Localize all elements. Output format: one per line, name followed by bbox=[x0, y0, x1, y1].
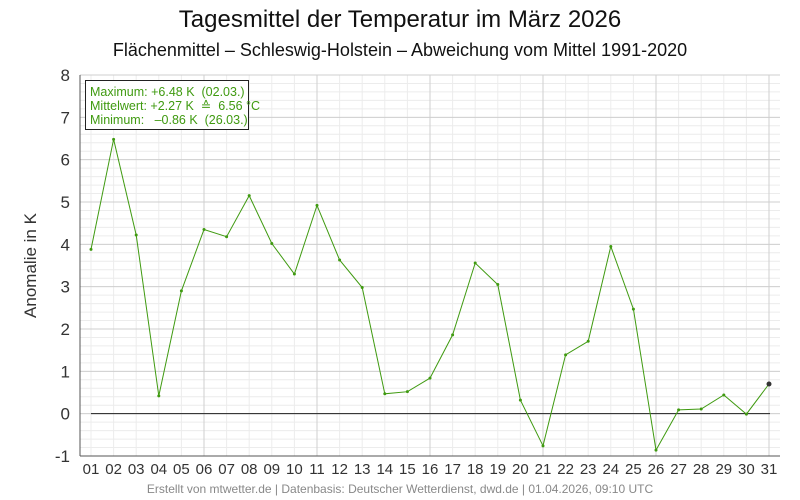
data-point bbox=[360, 286, 364, 290]
y-tick-label: 7 bbox=[61, 108, 70, 127]
data-point bbox=[383, 392, 387, 396]
x-tick-label: 01 bbox=[83, 461, 100, 478]
x-tick-label: 21 bbox=[535, 461, 552, 478]
y-tick-label: 6 bbox=[61, 151, 70, 170]
data-point bbox=[677, 408, 681, 412]
x-tick-label: 14 bbox=[376, 461, 393, 478]
y-tick-label: 0 bbox=[61, 405, 70, 424]
data-point bbox=[541, 444, 545, 448]
x-tick-label: 12 bbox=[331, 461, 348, 478]
x-tick-label: 13 bbox=[354, 461, 371, 478]
data-point bbox=[292, 272, 296, 276]
data-point bbox=[247, 194, 251, 198]
y-tick-label: 2 bbox=[61, 320, 70, 339]
data-point bbox=[473, 261, 477, 265]
data-point bbox=[609, 244, 613, 248]
data-point bbox=[766, 381, 772, 387]
x-tick-label: 10 bbox=[286, 461, 303, 478]
chart-subtitle: Flächenmittel – Schleswig-Holstein – Abw… bbox=[112, 40, 688, 60]
data-point bbox=[179, 289, 183, 293]
x-tick-label: 05 bbox=[173, 461, 190, 478]
y-tick-label: 5 bbox=[61, 193, 70, 212]
x-tick-label: 15 bbox=[399, 461, 416, 478]
data-point bbox=[315, 203, 319, 207]
data-point bbox=[225, 235, 229, 239]
x-tick-label: 29 bbox=[715, 461, 732, 478]
data-point bbox=[112, 137, 116, 141]
data-point bbox=[270, 241, 274, 245]
x-tick-label: 17 bbox=[444, 461, 461, 478]
data-point bbox=[699, 407, 703, 411]
y-tick-label: 8 bbox=[61, 66, 70, 85]
x-tick-label: 18 bbox=[467, 461, 484, 478]
data-point bbox=[744, 412, 748, 416]
x-tick-label: 26 bbox=[648, 461, 665, 478]
data-point bbox=[518, 398, 522, 402]
x-tick-label: 03 bbox=[128, 461, 145, 478]
data-point bbox=[564, 353, 568, 357]
x-tick-label: 07 bbox=[218, 461, 235, 478]
x-tick-label: 30 bbox=[738, 461, 755, 478]
data-point bbox=[654, 448, 658, 452]
data-point bbox=[202, 228, 206, 232]
x-tick-label: 04 bbox=[150, 461, 167, 478]
data-point bbox=[89, 247, 93, 251]
data-point bbox=[496, 283, 500, 287]
x-tick-label: 06 bbox=[196, 461, 213, 478]
x-tick-label: 24 bbox=[602, 461, 619, 478]
data-point bbox=[157, 394, 161, 398]
x-tick-label: 02 bbox=[105, 461, 122, 478]
data-point bbox=[722, 393, 726, 397]
x-tick-label: 20 bbox=[512, 461, 529, 478]
data-point bbox=[451, 333, 455, 337]
x-tick-label: 16 bbox=[422, 461, 439, 478]
data-point bbox=[586, 339, 590, 343]
y-tick-label: -1 bbox=[55, 447, 70, 466]
y-axis-label: Anomalie in K bbox=[21, 212, 40, 318]
y-tick-label: 1 bbox=[61, 362, 70, 381]
x-tick-label: 28 bbox=[693, 461, 710, 478]
data-point bbox=[134, 233, 138, 237]
legend-maximum: Maximum: +6.48 K (02.03.) bbox=[90, 85, 245, 99]
x-tick-label: 11 bbox=[309, 461, 325, 478]
data-point bbox=[631, 307, 635, 311]
x-tick-label: 19 bbox=[489, 461, 506, 478]
x-tick-label: 31 bbox=[761, 461, 778, 478]
x-tick-label: 23 bbox=[580, 461, 597, 478]
stats-legend: Maximum: +6.48 K (02.03.) Mittelwert: +2… bbox=[85, 80, 261, 130]
x-tick-label: 22 bbox=[557, 461, 574, 478]
x-tick-label: 08 bbox=[241, 461, 258, 478]
chart-title: Tagesmittel der Temperatur im März 2026 bbox=[178, 6, 622, 33]
legend-mean: Mittelwert: +2.27 K ≙ 6.56 °C bbox=[90, 99, 261, 113]
x-tick-label: 27 bbox=[670, 461, 687, 478]
data-point bbox=[405, 390, 409, 394]
footer-credits: Erstellt von mtwetter.de | Datenbasis: D… bbox=[146, 482, 654, 496]
data-point bbox=[428, 376, 432, 380]
x-tick-label: 09 bbox=[263, 461, 280, 478]
y-tick-label: 4 bbox=[61, 235, 70, 254]
legend-minimum: Minimum: –0.86 K (26.03.) bbox=[90, 113, 248, 127]
data-point bbox=[338, 258, 342, 262]
x-tick-label: 25 bbox=[625, 461, 642, 478]
y-tick-label: 3 bbox=[61, 278, 70, 297]
